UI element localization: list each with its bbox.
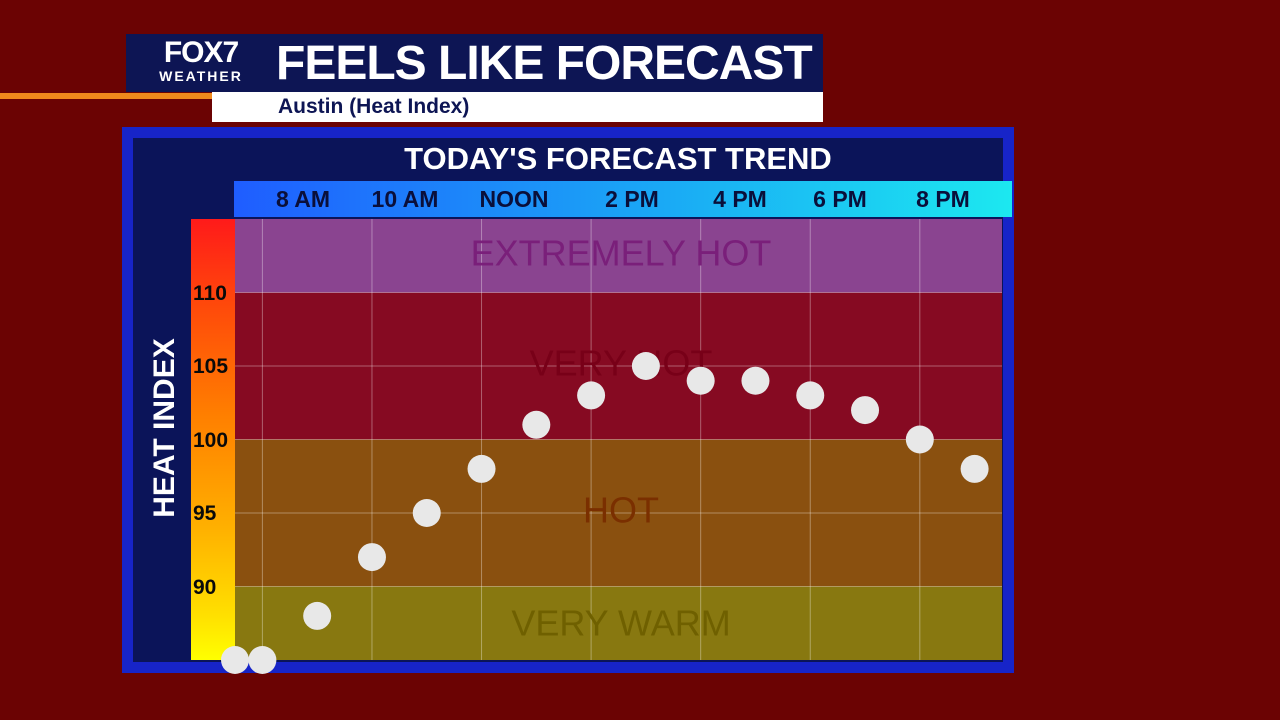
data-point [248,646,277,674]
y-tick-label: 95 [193,502,217,525]
data-point [467,454,496,483]
y-tick-label: 90 [193,575,217,599]
band-label: EXTREMELY HOT [471,232,772,273]
data-point [905,425,934,454]
x-tick-label: 8 AM [275,186,331,212]
time-axis-bar [234,181,1012,217]
data-point [357,543,386,572]
data-point [303,601,332,630]
orange-accent-stripe [0,93,230,99]
data-point [522,410,551,439]
heat-scale-bar [191,219,235,660]
y-tick-label: 105 [193,355,229,378]
header-bar: FOX7 WEATHER FEELS LIKE FORECAST [126,34,823,92]
data-point [577,381,606,410]
logo-weather-text: WEATHER [159,68,243,84]
x-tick-label: 10 AM [371,186,439,212]
logo-fox7-text: FOX7 [163,36,239,69]
x-tick-label: 6 PM [813,186,867,212]
page-title: FEELS LIKE FORECAST [276,37,813,90]
x-tick-label: 4 PM [713,186,767,212]
band-label: VERY HOT [530,343,713,384]
data-point [631,352,660,380]
band-label: HOT [583,490,659,531]
data-point [960,454,989,483]
subtitle-bar: Austin (Heat Index) [212,92,823,122]
band-extremely-hot [235,219,1002,293]
data-point [686,366,715,395]
band-very-warm [235,586,1002,660]
y-tick-label: 110 [193,281,227,305]
y-tick-label: 100 [193,428,229,452]
fox7-weather-logo: FOX7 WEATHER [148,37,254,89]
data-point [221,646,249,674]
data-point [741,366,770,395]
x-tick-label: NOON [479,186,549,212]
page-subtitle: Austin (Heat Index) [278,95,470,118]
data-point [796,381,825,410]
data-point [851,396,880,425]
chart-title: TODAY'S FORECAST TREND [404,141,832,176]
x-tick-label: 2 PM [605,186,659,212]
x-tick-label: 8 PM [916,186,970,212]
band-label: VERY WARM [511,603,730,644]
data-point [412,499,441,527]
